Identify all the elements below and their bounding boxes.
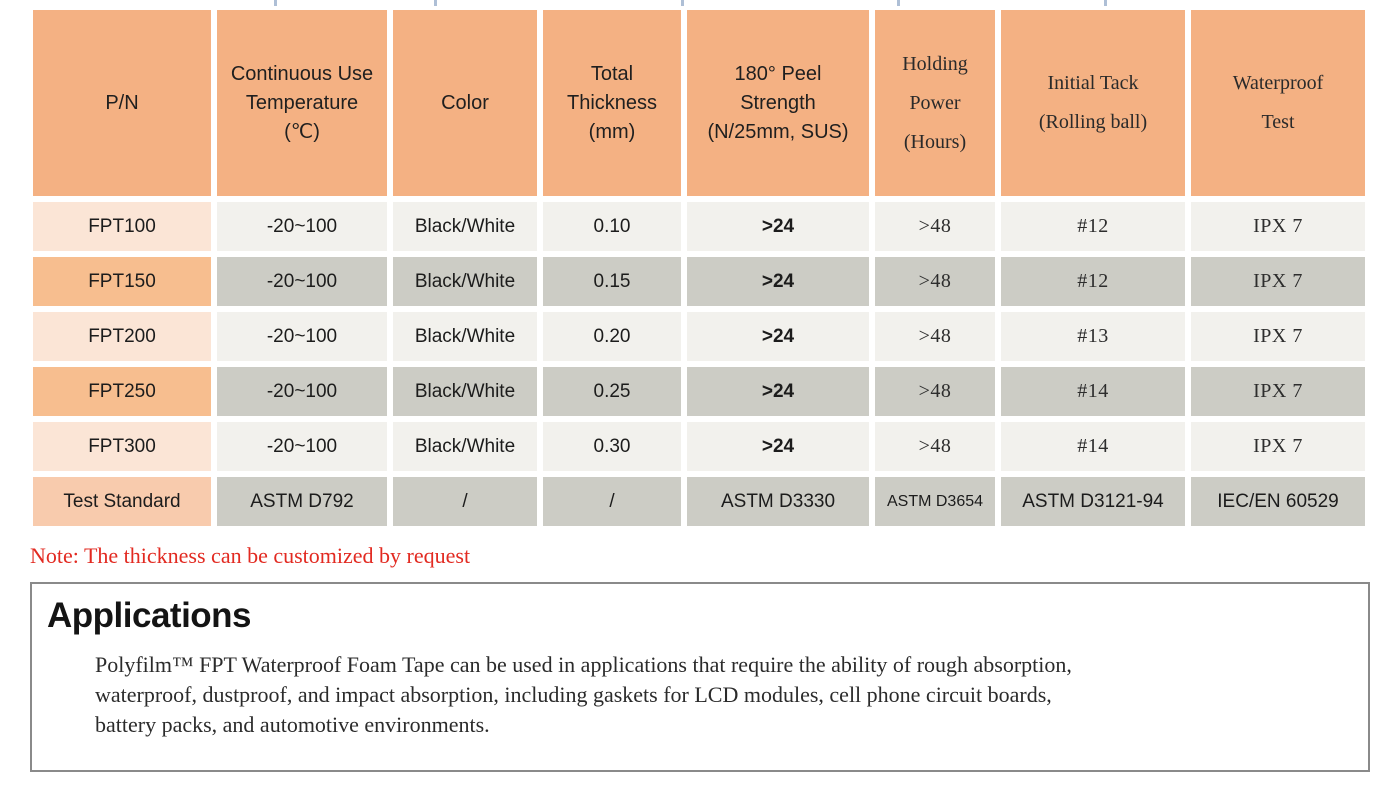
spec-cell: ASTM D792 bbox=[217, 477, 387, 526]
header-cell-pn: P/N bbox=[33, 10, 211, 196]
spec-header-row: P/N Continuous Use Temperature (℃) Color… bbox=[33, 10, 1365, 196]
spec-cell: -20~100 bbox=[217, 367, 387, 416]
spec-cell: >48 bbox=[875, 312, 995, 361]
spec-cell: #14 bbox=[1001, 367, 1185, 416]
spec-cell: >48 bbox=[875, 422, 995, 471]
spec-cell: ASTM D3654 bbox=[875, 477, 995, 526]
applications-body: Polyfilm™ FPT Waterproof Foam Tape can b… bbox=[95, 652, 1072, 738]
spec-cell: >24 bbox=[687, 422, 869, 471]
spec-cell: #13 bbox=[1001, 312, 1185, 361]
applications-section: Applications Polyfilm™ FPT Waterproof Fo… bbox=[30, 582, 1370, 772]
crop-artifact-tick bbox=[897, 0, 900, 6]
header-cell-waterproof-test: Waterproof Test bbox=[1191, 10, 1365, 196]
spec-cell: IPX 7 bbox=[1191, 422, 1365, 471]
spec-cell: FPT250 bbox=[33, 367, 211, 416]
spec-cell: FPT100 bbox=[33, 202, 211, 251]
spec-cell: IPX 7 bbox=[1191, 257, 1365, 306]
spec-cell: >24 bbox=[687, 312, 869, 361]
spec-cell: Black/White bbox=[393, 367, 537, 416]
spec-cell: IPX 7 bbox=[1191, 202, 1365, 251]
spec-cell: / bbox=[543, 477, 681, 526]
note-text: Note: The thickness can be customized by… bbox=[30, 543, 471, 568]
spec-cell: #12 bbox=[1001, 257, 1185, 306]
spec-cell: 0.20 bbox=[543, 312, 681, 361]
crop-artifact-tick bbox=[274, 0, 277, 6]
spec-row-test-standard: Test Standard ASTM D792 / / ASTM D3330 A… bbox=[33, 477, 1365, 526]
spec-cell: >48 bbox=[875, 257, 995, 306]
header-cell-temperature: Continuous Use Temperature (℃) bbox=[217, 10, 387, 196]
spec-table: P/N Continuous Use Temperature (℃) Color… bbox=[27, 4, 1371, 532]
crop-artifact-tick bbox=[434, 0, 437, 6]
spec-cell: IEC/EN 60529 bbox=[1191, 477, 1365, 526]
spec-cell: -20~100 bbox=[217, 422, 387, 471]
spec-row-fpt100: FPT100 -20~100 Black/White 0.10 >24 >48 … bbox=[33, 202, 1365, 251]
spec-row-fpt300: FPT300 -20~100 Black/White 0.30 >24 >48 … bbox=[33, 422, 1365, 471]
spec-cell: >48 bbox=[875, 367, 995, 416]
header-cell-color: Color bbox=[393, 10, 537, 196]
applications-title: Applications bbox=[47, 596, 252, 635]
spec-cell: ASTM D3121-94 bbox=[1001, 477, 1185, 526]
header-cell-peel-strength: 180° Peel Strength (N/25mm, SUS) bbox=[687, 10, 869, 196]
spec-cell: FPT200 bbox=[33, 312, 211, 361]
spec-cell: >48 bbox=[875, 202, 995, 251]
spec-cell: 0.25 bbox=[543, 367, 681, 416]
spec-cell: Test Standard bbox=[33, 477, 211, 526]
crop-artifact-tick bbox=[1104, 0, 1107, 6]
spec-cell: 0.30 bbox=[543, 422, 681, 471]
spec-cell: 0.10 bbox=[543, 202, 681, 251]
spec-row-fpt200: FPT200 -20~100 Black/White 0.20 >24 >48 … bbox=[33, 312, 1365, 361]
header-cell-thickness: Total Thickness (mm) bbox=[543, 10, 681, 196]
spec-cell: FPT300 bbox=[33, 422, 211, 471]
spec-row-fpt150: FPT150 -20~100 Black/White 0.15 >24 >48 … bbox=[33, 257, 1365, 306]
spec-cell: >24 bbox=[687, 202, 869, 251]
spec-cell: -20~100 bbox=[217, 257, 387, 306]
spec-cell: 0.15 bbox=[543, 257, 681, 306]
spec-cell: -20~100 bbox=[217, 312, 387, 361]
spec-cell: ASTM D3330 bbox=[687, 477, 869, 526]
spec-cell: Black/White bbox=[393, 257, 537, 306]
spec-cell: IPX 7 bbox=[1191, 312, 1365, 361]
spec-cell: #12 bbox=[1001, 202, 1185, 251]
spec-cell: / bbox=[393, 477, 537, 526]
header-cell-initial-tack: Initial Tack (Rolling ball) bbox=[1001, 10, 1185, 196]
spec-cell: #14 bbox=[1001, 422, 1185, 471]
spec-cell: >24 bbox=[687, 257, 869, 306]
spec-cell: FPT150 bbox=[33, 257, 211, 306]
spec-cell: IPX 7 bbox=[1191, 367, 1365, 416]
spec-cell: Black/White bbox=[393, 422, 537, 471]
spec-cell: >24 bbox=[687, 367, 869, 416]
header-cell-holding-power: Holding Power (Hours) bbox=[875, 10, 995, 196]
spec-row-fpt250: FPT250 -20~100 Black/White 0.25 >24 >48 … bbox=[33, 367, 1365, 416]
crop-artifact-tick bbox=[681, 0, 684, 6]
spec-cell: Black/White bbox=[393, 202, 537, 251]
spec-cell: -20~100 bbox=[217, 202, 387, 251]
spec-cell: Black/White bbox=[393, 312, 537, 361]
